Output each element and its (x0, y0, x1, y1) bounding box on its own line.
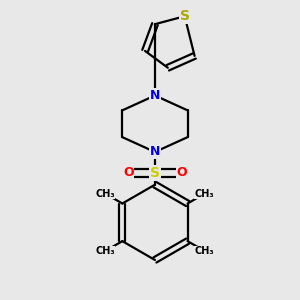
Text: CH₃: CH₃ (195, 189, 214, 199)
Text: O: O (176, 166, 187, 179)
Text: N: N (150, 89, 160, 102)
Text: S: S (180, 9, 190, 23)
Text: CH₃: CH₃ (95, 246, 115, 256)
Text: S: S (150, 166, 160, 180)
Text: N: N (150, 146, 160, 158)
Text: O: O (123, 166, 134, 179)
Text: CH₃: CH₃ (195, 246, 214, 256)
Text: CH₃: CH₃ (95, 189, 115, 199)
